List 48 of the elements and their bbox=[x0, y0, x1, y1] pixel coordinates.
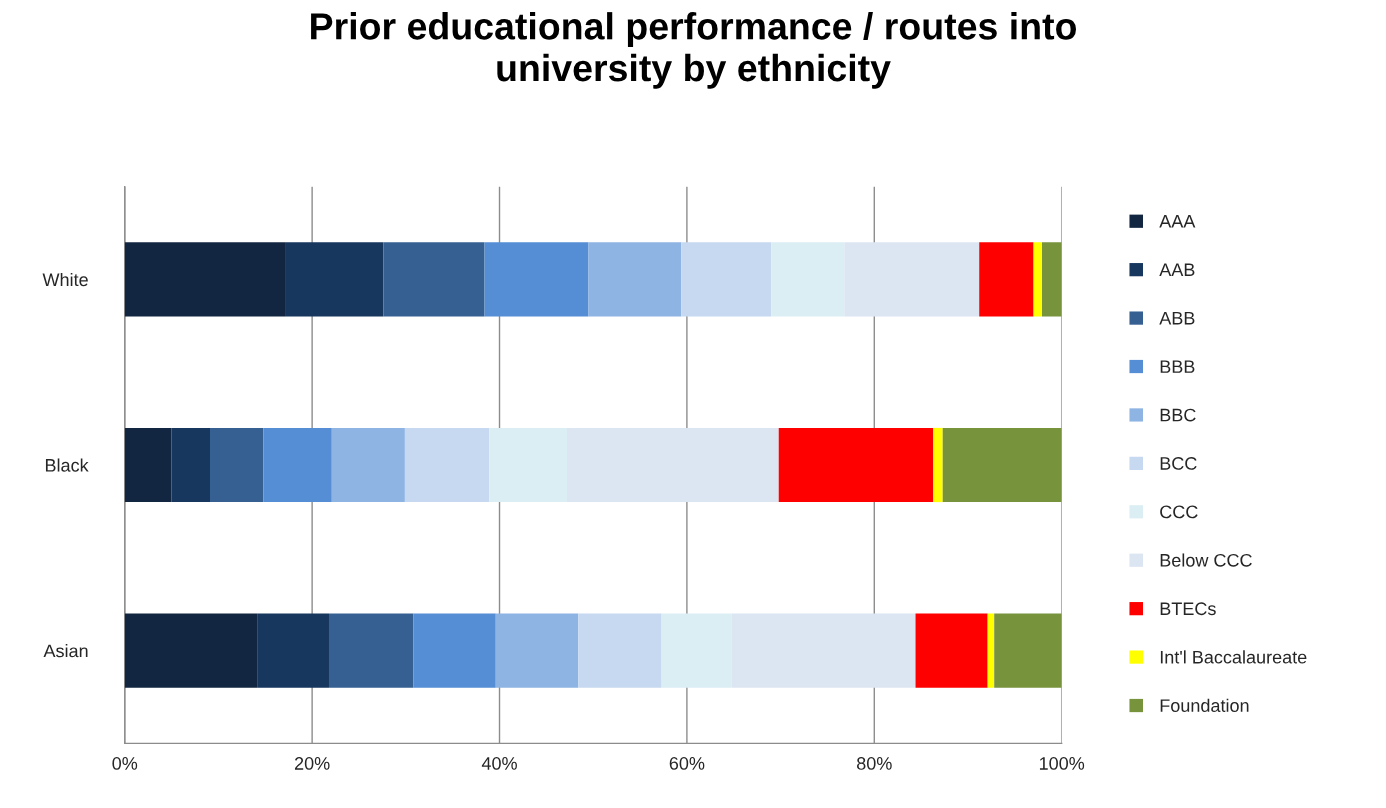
x-tick-label: 80% bbox=[857, 757, 892, 770]
bar bbox=[933, 427, 943, 503]
legend-label: BBB bbox=[1160, 360, 1195, 373]
x-tick-label: 0% bbox=[112, 757, 138, 770]
bar bbox=[124, 427, 172, 503]
bar bbox=[942, 427, 1062, 503]
x-tick-label: 100% bbox=[1039, 757, 1085, 770]
bar bbox=[979, 242, 1034, 317]
legend-label: Int'l Baccalaureate bbox=[1160, 650, 1307, 664]
bar bbox=[681, 242, 772, 317]
legend-label: Below CCC bbox=[1160, 553, 1252, 567]
bar bbox=[915, 613, 988, 688]
bar bbox=[994, 613, 1062, 688]
bar bbox=[413, 613, 496, 688]
legend-label: AAB bbox=[1159, 263, 1195, 276]
bar bbox=[257, 613, 329, 688]
bar bbox=[124, 242, 286, 317]
bar bbox=[578, 613, 662, 688]
bar bbox=[987, 613, 995, 688]
bar bbox=[588, 242, 682, 317]
x-tick-label: 20% bbox=[294, 757, 330, 770]
y-tick-label: Black bbox=[45, 458, 89, 472]
y-tick-label: White bbox=[42, 272, 88, 287]
bar bbox=[495, 613, 579, 688]
bar bbox=[171, 427, 210, 503]
bar bbox=[484, 242, 589, 317]
bar bbox=[331, 427, 405, 503]
chart-title: Prior educational performance / routes into university by ethnicity bbox=[311, 12, 1076, 89]
legend-label: ABB bbox=[1159, 311, 1195, 325]
bar bbox=[263, 427, 332, 503]
bar bbox=[328, 613, 414, 688]
bar bbox=[778, 427, 934, 503]
bar bbox=[383, 242, 485, 317]
bar bbox=[404, 427, 490, 503]
bar bbox=[1033, 242, 1042, 317]
bar bbox=[1042, 242, 1062, 317]
x-tick-label: 60% bbox=[669, 757, 705, 770]
legend-label: BTECs bbox=[1160, 602, 1216, 616]
legend-label: AAA bbox=[1159, 215, 1196, 228]
y-tick-label: Asian bbox=[43, 644, 88, 658]
bar bbox=[285, 242, 384, 317]
bar bbox=[124, 613, 258, 688]
legend-label: Foundation bbox=[1160, 698, 1249, 712]
legend-label: BCC bbox=[1160, 457, 1197, 470]
legend-label: BBC bbox=[1160, 408, 1196, 422]
bar bbox=[210, 427, 264, 503]
x-tick-label: 40% bbox=[481, 757, 517, 770]
legend-label: CCC bbox=[1160, 505, 1198, 519]
